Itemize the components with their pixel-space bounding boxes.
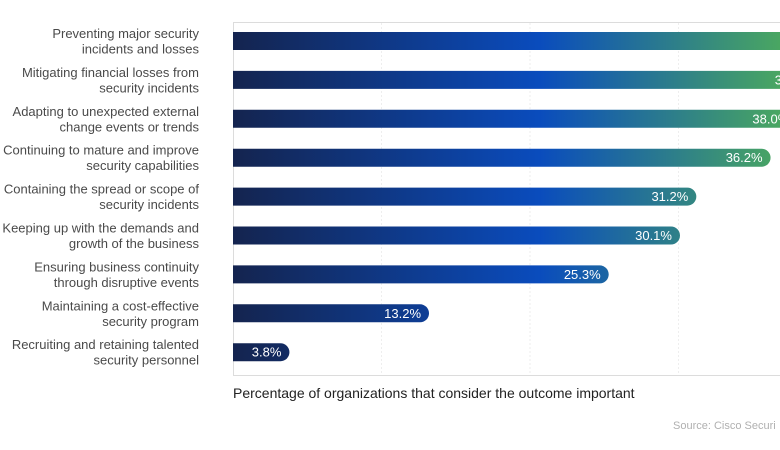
bar-value-label: 13.2% — [384, 306, 421, 321]
category-label: through disruptive events — [54, 275, 200, 290]
bar — [233, 343, 290, 362]
category-label: incidents and losses — [82, 42, 200, 57]
category-label: Continuing to mature and improve — [3, 143, 199, 158]
bar — [233, 148, 771, 167]
bar — [233, 32, 780, 50]
bar-value-label: 36.2% — [726, 150, 763, 165]
bar — [233, 226, 680, 245]
category-label: Adapting to unexpected external — [13, 104, 200, 119]
bar-value-label: 39.5% — [775, 72, 780, 87]
category-label: Recruiting and retaining talented — [12, 337, 199, 352]
bar — [233, 109, 780, 128]
category-label: Maintaining a cost-effective — [42, 298, 199, 313]
bar — [233, 304, 430, 323]
bar — [233, 265, 609, 284]
bar-value-label: 38.0% — [752, 111, 780, 126]
category-label: change events or trends — [60, 119, 200, 134]
bar-value-label: 25.3% — [564, 267, 601, 282]
category-label: security program — [102, 314, 199, 329]
category-label: security capabilities — [86, 158, 199, 173]
category-label: growth of the business — [69, 236, 200, 251]
category-label: Mitigating financial losses from — [22, 65, 199, 80]
bar-value-label: 30.1% — [635, 228, 672, 243]
bar — [233, 70, 780, 89]
category-label: Containing the spread or scope of — [4, 182, 200, 197]
bar — [233, 187, 697, 206]
bar-value-label: 31.2% — [651, 189, 688, 204]
source-note: Source: Cisco Securi — [673, 420, 776, 432]
category-label: Keeping up with the demands and — [2, 221, 199, 236]
category-label: Preventing major security — [52, 26, 199, 41]
bar-value-label: 3.8% — [252, 345, 282, 360]
category-label: Ensuring business continuity — [34, 259, 199, 274]
category-label: security incidents — [99, 197, 199, 212]
category-label: security personnel — [94, 353, 200, 368]
category-label: security incidents — [99, 80, 199, 95]
x-axis-label: Percentage of organizations that conside… — [233, 385, 635, 401]
